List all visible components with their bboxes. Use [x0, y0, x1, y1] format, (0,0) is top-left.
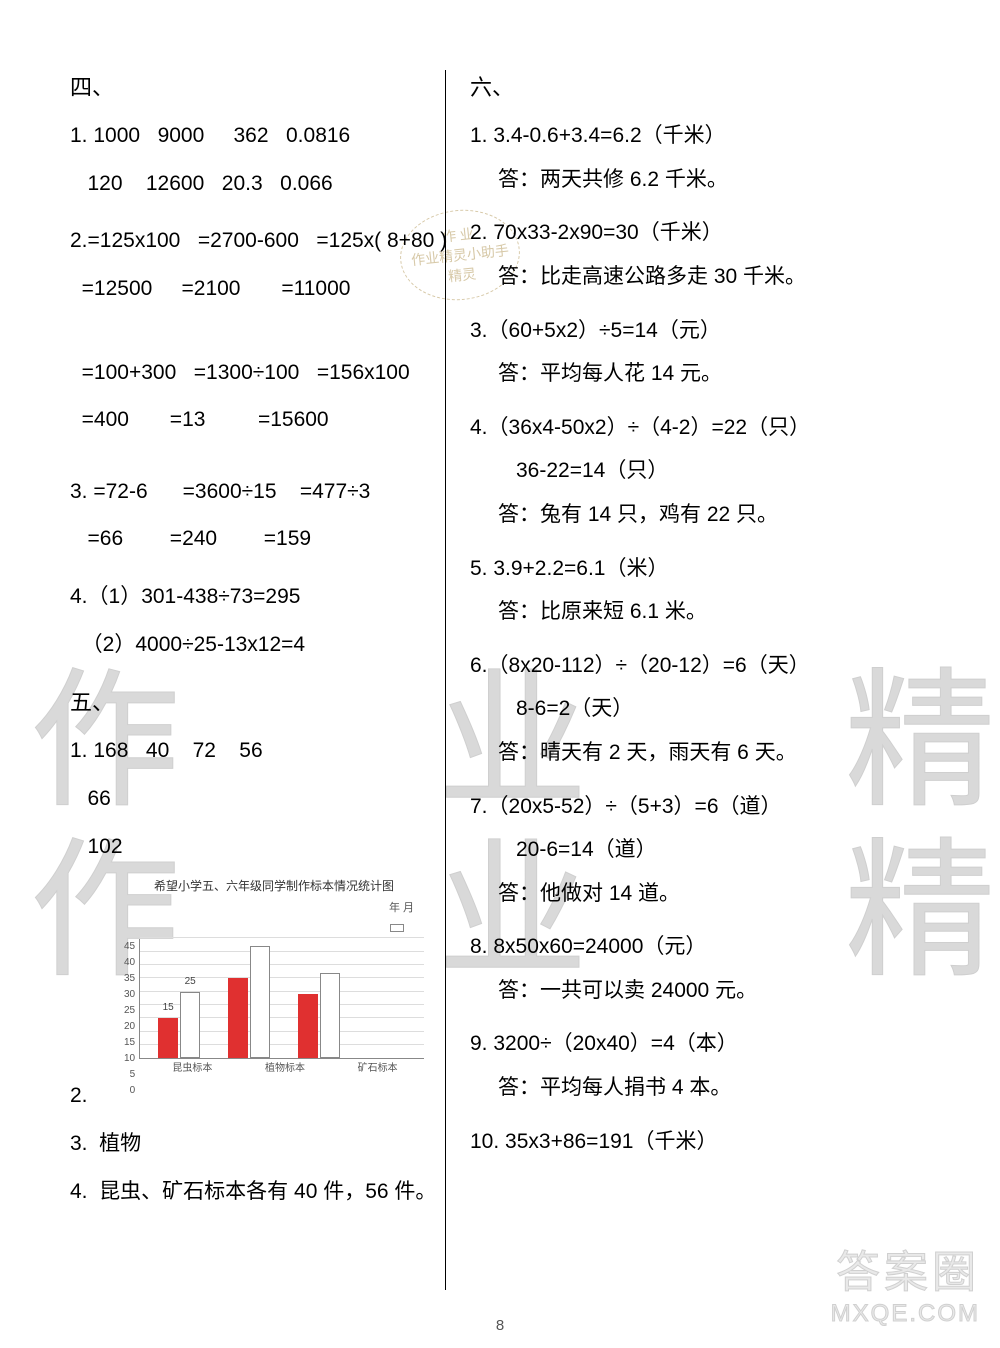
text-line: 4.（1）301-438÷73=295	[70, 580, 430, 614]
text-line: 答：兔有 14 只，鸡有 22 只。	[470, 498, 940, 532]
text-line: 10. 35x3+86=191（千米）	[470, 1125, 940, 1159]
chart-body: 45 40 35 30 25 20 15 10 5 0 1525	[124, 939, 424, 1059]
section-5-heading: 五、	[70, 685, 430, 720]
text-line: 6.（8x20-112）÷（20-12）=6（天）	[470, 649, 940, 683]
text-line: 答：两天共修 6.2 千米。	[470, 163, 940, 197]
right-column: 六、 1. 3.4-0.6+3.4=6.2（千米） 答：两天共修 6.2 千米。…	[470, 70, 940, 1168]
text-line: 2. 70x33-2x90=30（千米）	[470, 216, 940, 250]
ytick: 15	[124, 1035, 135, 1051]
text-line: 20-6=14（道）	[470, 833, 940, 867]
left-column: 四、 1. 1000 9000 362 0.0816 120 12600 20.…	[70, 70, 430, 1222]
text-line: 答：比走高速公路多走 30 千米。	[470, 260, 940, 294]
corner-watermark: 答案圈 MXQE.COM	[831, 1236, 980, 1328]
ytick: 20	[124, 1019, 135, 1035]
text-line: 5. 3.9+2.2=6.1（米）	[470, 552, 940, 586]
ytick: 10	[124, 1051, 135, 1067]
text-line: 2.	[70, 1079, 430, 1113]
text-line: 8. 8x50x60=24000（元）	[470, 930, 940, 964]
chart-gridline	[140, 937, 424, 938]
text-line: 答：他做对 14 道。	[470, 877, 940, 911]
text-line: 答：晴天有 2 天，雨天有 6 天。	[470, 736, 940, 770]
chart-bar	[298, 994, 318, 1058]
chart-legend	[124, 920, 424, 938]
text-line: 9. 3200÷（20x40）=4（本）	[470, 1027, 940, 1061]
text-line: 8-6=2（天）	[470, 692, 940, 726]
text-line: 7.（20x5-52）÷（5+3）=6（道）	[470, 790, 940, 824]
text-line: 答：一共可以卖 24000 元。	[470, 974, 940, 1008]
section-4-heading: 四、	[70, 70, 430, 105]
chart-gridline	[140, 951, 424, 952]
ytick: 0	[130, 1083, 136, 1099]
chart-bar-label: 25	[178, 974, 202, 990]
text-line: 3. =72-6 =3600÷15 =477÷3	[70, 475, 430, 509]
text-line: 答：平均每人捐书 4 本。	[470, 1071, 940, 1105]
page: 作 业 精 灵 作 业 精 灵 作 业 作业精灵小助手 精灵 四、 1. 100…	[0, 0, 1000, 1348]
text-line: 120 12600 20.3 0.066	[70, 167, 430, 201]
chart-bar	[158, 1018, 178, 1058]
text-line: （2）4000÷25-13x12=4	[70, 628, 430, 662]
chart-title: 希望小学五、六年级同学制作标本情况统计图	[124, 877, 424, 896]
ytick: 45	[124, 939, 135, 955]
chart-bar	[250, 946, 270, 1058]
xtick: 昆虫标本	[146, 1061, 239, 1077]
chart-x-axis: 昆虫标本 植物标本 矿石标本	[124, 1061, 424, 1077]
chart-plot-area: 1525	[139, 939, 424, 1059]
text-line: =100+300 =1300÷100 =156x100	[70, 356, 430, 390]
chart-bar	[320, 973, 340, 1058]
chart-y-axis: 45 40 35 30 25 20 15 10 5 0	[124, 939, 139, 1059]
ytick: 30	[124, 987, 135, 1003]
text-line: 66	[70, 782, 430, 816]
ytick: 40	[124, 955, 135, 971]
corner-watermark-cn: 答案圈	[831, 1236, 980, 1300]
section-6-heading: 六、	[470, 70, 940, 105]
text-line: =400 =13 =15600	[70, 403, 430, 437]
legend-swatch	[390, 924, 404, 932]
text-line: =12500 =2100 =11000	[70, 272, 430, 306]
bar-chart: 希望小学五、六年级同学制作标本情况统计图 年 月 45 40 35 30 25 …	[124, 877, 424, 1077]
text-line: 36-22=14（只）	[470, 454, 940, 488]
chart-gridline	[140, 964, 424, 965]
text-line: 1. 168 40 72 56	[70, 734, 430, 768]
text-line: 3.（60+5x2）÷5=14（元）	[470, 314, 940, 348]
chart-subtitle: 年 月	[124, 900, 424, 918]
ytick: 5	[130, 1067, 136, 1083]
column-divider	[445, 70, 446, 1290]
page-number: 8	[0, 1317, 1000, 1334]
chart-bar-label: 15	[156, 1000, 180, 1016]
text-line: 2.=125x100 =2700-600 =125x( 8+80 )	[70, 224, 430, 258]
text-line: 3. 植物	[70, 1127, 430, 1161]
text-line: 答：比原来短 6.1 米。	[470, 595, 940, 629]
ytick: 25	[124, 1003, 135, 1019]
text-line: 4.（36x4-50x2）÷（4-2）=22（只）	[470, 411, 940, 445]
text-line: 答：平均每人花 14 元。	[470, 357, 940, 391]
text-line: 1. 1000 9000 362 0.0816	[70, 119, 430, 153]
chart-bar	[228, 978, 248, 1058]
text-line: =66 =240 =159	[70, 522, 430, 556]
ytick: 35	[124, 971, 135, 987]
text-line: 4. 昆虫、矿石标本各有 40 件，56 件。	[70, 1175, 430, 1209]
xtick: 植物标本	[239, 1061, 332, 1077]
xtick: 矿石标本	[331, 1061, 424, 1077]
text-line: 102	[70, 830, 430, 864]
text-line: 1. 3.4-0.6+3.4=6.2（千米）	[470, 119, 940, 153]
chart-bar	[180, 992, 200, 1059]
